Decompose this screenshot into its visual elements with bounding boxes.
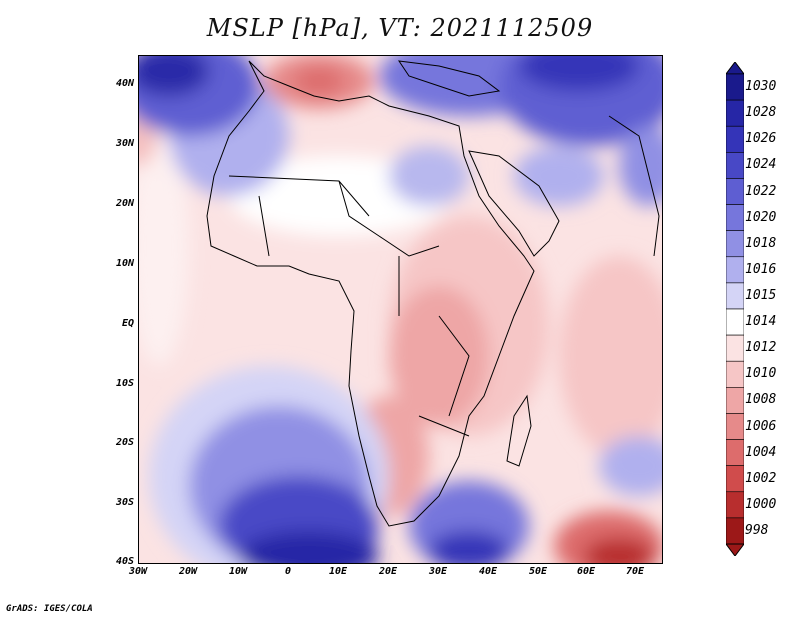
lon-tick-label: 0	[284, 566, 292, 577]
credit-text: GrADS: IGES/COLA	[6, 604, 93, 614]
colorbar-swatch	[726, 360, 744, 388]
colorbar-bottom-arrow	[726, 543, 744, 556]
colorbar-swatch	[726, 125, 744, 153]
colorbar-level-label: 1022	[745, 183, 777, 199]
lon-tick-label: 50E	[528, 566, 548, 577]
india-coastline	[608, 115, 660, 257]
lon-tick-label: 20W	[178, 566, 198, 577]
colorbar-swatch	[726, 334, 744, 362]
colorbar-level-label: 1006	[745, 418, 777, 434]
lat-tick-label: 30N	[115, 138, 134, 149]
colorbar-swatch	[726, 152, 744, 179]
lat-tick-label: 40S	[115, 556, 134, 567]
colorbar-swatch	[726, 282, 744, 310]
colorbar-level-label: 1030	[745, 79, 777, 95]
colorbar-swatch	[726, 73, 744, 101]
lat-tick-label: 20S	[115, 437, 134, 448]
europe-coastline	[397, 60, 501, 97]
colorbar-swatch	[726, 465, 744, 493]
lat-tick-label: EQ	[121, 318, 134, 329]
lon-tick-label: 40E	[478, 566, 498, 577]
colorbar-level-label: 1004	[745, 444, 777, 460]
colorbar-level-label: 1015	[745, 287, 777, 303]
colorbar-level-label: 1014	[745, 314, 777, 330]
colorbar-level-label: 1028	[745, 105, 777, 121]
colorbar-swatch	[726, 204, 744, 231]
colorbar-swatch	[726, 517, 744, 545]
lat-tick-label: 30S	[115, 497, 134, 508]
lon-tick-label: 20E	[378, 566, 398, 577]
madagascar-coastline	[506, 394, 532, 467]
lon-tick-label: 10W	[228, 566, 248, 577]
colorbar-level-label: 1024	[745, 157, 777, 173]
arabia-coastline	[468, 150, 560, 257]
pressure-field	[139, 56, 662, 563]
colorbar-swatch	[726, 387, 744, 414]
colorbar-level-label: 1018	[745, 235, 777, 251]
colorbar-level-label: 998	[745, 522, 769, 538]
pressure-map	[138, 55, 663, 564]
colorbar-swatch	[726, 256, 744, 284]
lat-tick-label: 20N	[115, 198, 134, 209]
colorbar-level-label: 1010	[745, 366, 777, 382]
colorbar-level-label: 1000	[745, 496, 777, 512]
colorbar-level-label: 1012	[745, 340, 777, 356]
colorbar-top-arrow	[726, 62, 744, 75]
map-title: MSLP [hPa], VT: 2021112509	[206, 14, 594, 42]
lat-tick-label: 10S	[115, 378, 134, 389]
colorbar-level-label: 1016	[745, 261, 777, 277]
colorbar-swatch	[726, 178, 744, 205]
colorbar-swatch	[726, 308, 744, 336]
lat-tick-label: 40N	[115, 78, 134, 89]
colorbar-swatch	[726, 491, 744, 519]
colorbar	[726, 62, 744, 556]
lon-tick-label: 10E	[328, 566, 348, 577]
colorbar-swatch	[726, 230, 744, 258]
country-borders	[228, 175, 470, 437]
colorbar-level-label: 1008	[745, 392, 777, 408]
lon-tick-label: 30E	[428, 566, 448, 577]
lon-tick-label: 30W	[128, 566, 148, 577]
colorbar-level-label: 1020	[745, 209, 777, 225]
colorbar-swatch	[726, 413, 744, 440]
colorbar-level-label: 1002	[745, 470, 777, 486]
colorbar-level-label: 1026	[745, 131, 777, 147]
lon-tick-label: 60E	[576, 566, 596, 577]
africa-coastline	[206, 60, 535, 527]
colorbar-swatch	[726, 99, 744, 127]
lat-tick-label: 10N	[115, 258, 134, 269]
colorbar-swatch	[726, 439, 744, 466]
lon-tick-label: 70E	[625, 566, 645, 577]
